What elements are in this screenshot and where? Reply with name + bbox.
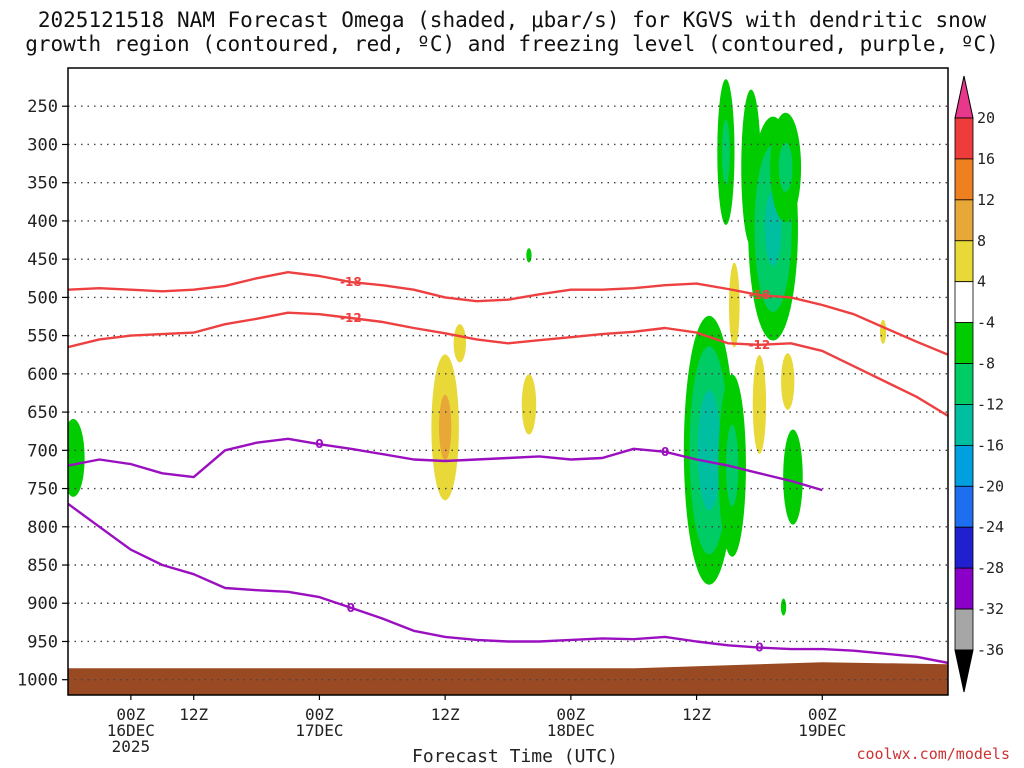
y-tick-label-1: 300 xyxy=(27,135,58,155)
plot-area xyxy=(68,68,948,695)
colorbar-label-6: -8 xyxy=(977,355,995,373)
y-tick-label-8: 650 xyxy=(27,403,58,423)
colorbar-segment-11 xyxy=(954,567,974,610)
y-tick-label-14: 950 xyxy=(27,632,58,652)
terrain-fill xyxy=(68,662,948,695)
y-tick-label-11: 800 xyxy=(27,518,58,538)
y-tick-label-15: 1000 xyxy=(17,671,58,691)
colorbar-label-8: -16 xyxy=(977,436,1004,454)
contour-label-2-1: 0 xyxy=(661,445,669,459)
omega-shade-7-1 xyxy=(722,119,730,185)
contour-label-3-1: 0 xyxy=(755,641,763,655)
colorbar-segment-7 xyxy=(954,404,974,446)
colorbar-segment-3 xyxy=(954,240,974,283)
x-tick-sublabel-0-0: 16DEC xyxy=(107,721,155,740)
colorbar-label-5: -4 xyxy=(977,314,995,332)
colorbar-segment-0 xyxy=(954,117,974,160)
y-tick-label-9: 700 xyxy=(27,441,58,461)
contour-purple-2 xyxy=(68,437,823,492)
colorbar-label-9: -20 xyxy=(977,477,1004,495)
omega-shade-16-0 xyxy=(879,319,887,344)
contour-label-1-1: -12 xyxy=(749,338,771,352)
contour-red-1 xyxy=(68,311,948,417)
x-tick-sublabel-6-0: 19DEC xyxy=(798,721,846,740)
y-tick-label-6: 550 xyxy=(27,327,58,347)
omega-shade-12-0 xyxy=(752,354,767,454)
colorbar-label-12: -32 xyxy=(977,600,1004,618)
omega-shade-5-2 xyxy=(697,390,721,511)
contour-label-0-1: -18 xyxy=(749,288,771,302)
plot-frame xyxy=(67,67,949,696)
colorbar-segment-10 xyxy=(954,526,974,569)
chart-title-line-1: 2025121518 NAM Forecast Omega (shaded, μ… xyxy=(37,8,987,32)
colorbar-segment-9 xyxy=(954,485,974,528)
x-tick-label-6: 00Z xyxy=(808,705,837,724)
x-tick-label-3: 12Z xyxy=(431,705,460,724)
colorbar-label-13: -36 xyxy=(977,641,1004,659)
x-tick-label-0: 00Z xyxy=(116,705,145,724)
colorbar-label-2: 12 xyxy=(977,191,995,209)
x-tick-label-5: 12Z xyxy=(682,705,711,724)
colorbar-bottom-arrow xyxy=(954,649,974,693)
y-tick-label-3: 400 xyxy=(27,212,58,232)
contour-red-0 xyxy=(68,271,948,356)
omega-shade-14-0 xyxy=(783,429,803,525)
y-tick-label-5: 500 xyxy=(27,288,58,308)
colorbar-segment-8 xyxy=(954,444,974,487)
x-tick-sublabel-0-1: 2025 xyxy=(112,737,151,756)
omega-shade-8-0 xyxy=(728,262,740,348)
colorbar-segment-2 xyxy=(954,199,974,242)
colorbar-segment-6 xyxy=(954,363,974,405)
colorbar-label-0: 20 xyxy=(977,109,995,127)
contour-label-2-0: 0 xyxy=(315,437,323,451)
plot-content: -18 -18 -12 -12 0 0 0 0 xyxy=(68,79,948,695)
y-tick-label-4: 450 xyxy=(27,250,58,270)
colorbar-segment-4 xyxy=(954,281,974,324)
contour-label-0-0: -18 xyxy=(340,275,362,289)
colorbar-label-10: -24 xyxy=(977,518,1004,536)
omega-shade-3-0 xyxy=(521,374,537,435)
y-tick-label-12: 850 xyxy=(27,556,58,576)
colorbar-label-4: 4 xyxy=(977,273,986,291)
x-tick-label-4: 00Z xyxy=(556,705,585,724)
colorbar-segment-1 xyxy=(954,158,974,201)
credit-link[interactable]: coolwx.com/models xyxy=(856,745,1010,763)
colorbar-label-7: -12 xyxy=(977,395,1004,413)
y-tick-label-10: 750 xyxy=(27,480,58,500)
x-tick-label-2: 00Z xyxy=(305,705,334,724)
y-tick-label-13: 900 xyxy=(27,594,58,614)
colorbar-label-11: -28 xyxy=(977,559,1004,577)
y-tick-label-0: 250 xyxy=(27,97,58,117)
x-tick-label-1: 12Z xyxy=(179,705,208,724)
colorbar-label-3: 8 xyxy=(977,232,986,250)
chart-title-line-2: growth region (contoured, red, ºC) and f… xyxy=(25,32,999,56)
colorbar-segment-12 xyxy=(954,608,974,651)
omega-shade-2-0 xyxy=(453,324,466,363)
colorbar-segment-5 xyxy=(954,322,974,364)
omega-shade-4-0 xyxy=(526,248,532,263)
x-tick-sublabel-2-0: 17DEC xyxy=(295,721,343,740)
y-tick-label-2: 350 xyxy=(27,174,58,194)
omega-shade-1-1 xyxy=(438,394,452,461)
y-tick-label-7: 600 xyxy=(27,365,58,385)
omega-shade-13-0 xyxy=(781,353,795,410)
contour-purple-3 xyxy=(68,502,948,665)
omega-shade-0-0 xyxy=(68,419,85,497)
colorbar-top-arrow xyxy=(954,75,974,119)
colorbar-label-1: 16 xyxy=(977,150,995,168)
x-axis-title: Forecast Time (UTC) xyxy=(412,746,618,767)
omega-shade-11-1 xyxy=(778,142,793,192)
contour-label-1-0: -12 xyxy=(340,311,362,325)
x-tick-sublabel-4-0: 18DEC xyxy=(547,721,595,740)
omega-shade-15-0 xyxy=(780,598,787,616)
contour-label-3-0: 0 xyxy=(347,601,355,615)
